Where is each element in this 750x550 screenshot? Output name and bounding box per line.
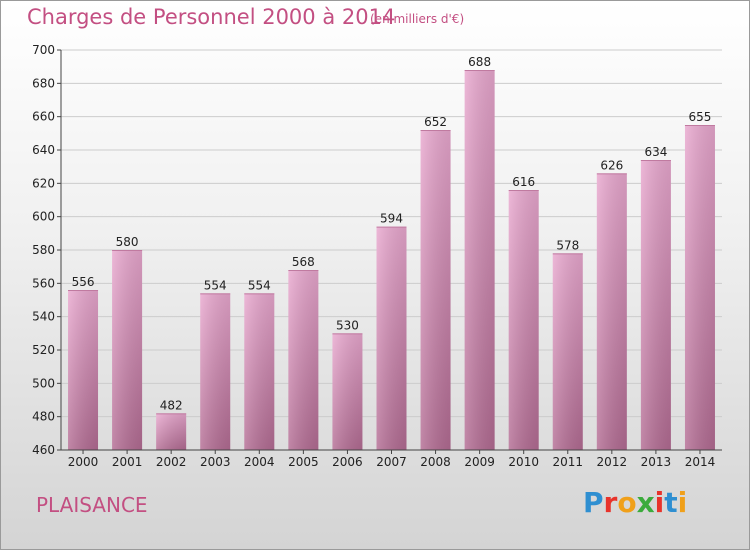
x-tick-label: 2000	[68, 455, 99, 469]
bar-shade-2003	[200, 293, 231, 450]
chart-subtitle: (en milliers d'€)	[370, 12, 465, 26]
location-label: PLAISANCE	[36, 493, 148, 517]
data-label-2007: 594	[380, 212, 403, 226]
bar-shade-2014	[684, 125, 715, 450]
data-label-2005: 568	[292, 255, 315, 269]
y-tick-label: 700	[32, 43, 55, 57]
bar-shade-2006	[332, 333, 363, 450]
data-label-2010: 616	[512, 175, 535, 189]
y-tick-label: 620	[32, 176, 55, 190]
y-tick-label: 600	[32, 210, 55, 224]
chart-title: Charges de Personnel 2000 à 2014	[27, 5, 396, 29]
bar-shade-2007	[376, 226, 407, 450]
x-tick-label: 2002	[156, 455, 187, 469]
x-tick-label: 2012	[597, 455, 628, 469]
data-label-2009: 688	[468, 55, 491, 69]
y-tick-label: 580	[32, 243, 55, 257]
y-tick-label: 520	[32, 343, 55, 357]
data-labels: 556 580 482 554 554 568 530 594 652 688 616 578 626 6…	[72, 55, 712, 412]
x-tick-label: 2007	[376, 455, 407, 469]
data-label-2003: 554	[204, 278, 227, 292]
data-label-2012: 626	[600, 158, 623, 172]
x-tick-label: 2008	[420, 455, 451, 469]
bar-shade-2010	[508, 190, 539, 450]
y-tick-label: 560	[32, 276, 55, 290]
bar-shade-2001	[112, 250, 143, 450]
x-tick-label: 2005	[288, 455, 319, 469]
x-tick-label: 2006	[332, 455, 363, 469]
y-tick-label: 500	[32, 376, 55, 390]
x-tick-label: 2004	[244, 455, 275, 469]
x-tick-label: 2014	[685, 455, 716, 469]
bar-shade-2009	[464, 70, 495, 450]
logo-letter: P	[583, 486, 604, 519]
data-label-2000: 556	[72, 275, 95, 289]
data-label-2011: 578	[556, 238, 579, 252]
data-label-2004: 554	[248, 278, 271, 292]
y-tick-label: 480	[32, 410, 55, 424]
data-label-2008: 652	[424, 115, 447, 129]
bar-shade-2004	[244, 293, 275, 450]
logo-letter: i	[654, 486, 665, 519]
bar-shade-2000	[68, 290, 99, 450]
data-label-2001: 580	[116, 235, 139, 249]
logo-letter: x	[636, 486, 655, 519]
bar-shade-2012	[596, 173, 627, 451]
bars	[68, 70, 715, 451]
x-tick-label: 2010	[508, 455, 539, 469]
y-tick-label: 640	[32, 143, 55, 157]
y-tick-label: 680	[32, 76, 55, 90]
logo-letter: t	[664, 486, 678, 519]
logo-letter: o	[617, 486, 637, 519]
data-label-2014: 655	[689, 110, 712, 124]
data-label-2002: 482	[160, 398, 183, 412]
y-tick-label: 540	[32, 310, 55, 324]
y-tick-label: 460	[32, 443, 55, 457]
bar-shade-2008	[420, 130, 451, 450]
x-tick-label: 2001	[112, 455, 143, 469]
logo-letter: r	[603, 486, 618, 519]
data-label-2013: 634	[644, 145, 667, 159]
bar-shade-2011	[552, 253, 583, 450]
x-tick-label: 2013	[641, 455, 672, 469]
bar-shade-2002	[156, 413, 187, 450]
y-tick-label: 660	[32, 110, 55, 124]
x-tick-label: 2011	[552, 455, 583, 469]
x-tick-label: 2003	[200, 455, 231, 469]
bar-shade-2013	[640, 160, 671, 450]
data-label-2006: 530	[336, 318, 359, 332]
x-tick-label: 2009	[464, 455, 495, 469]
axes: 460 480 500 520 540 560 580 600 620 640 660 680 700 2…	[32, 43, 722, 469]
bar-shade-2005	[288, 270, 319, 450]
logo-letter: i	[677, 486, 688, 519]
proxiti-logo: Proxiti	[583, 486, 687, 519]
